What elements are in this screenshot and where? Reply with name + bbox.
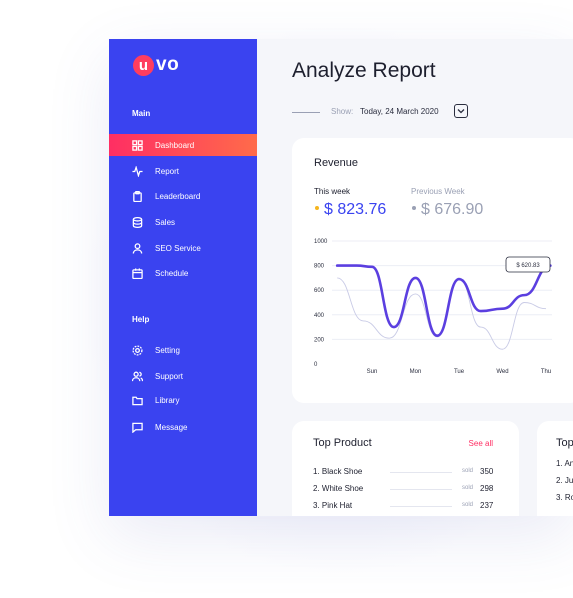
divider xyxy=(292,112,320,113)
sidebar-item-dashboard[interactable]: Dashboard xyxy=(109,134,257,156)
product-sold-count: 298 xyxy=(480,484,494,493)
sidebar-item-message[interactable]: Message xyxy=(109,416,257,438)
previous-week-label: Previous Week xyxy=(411,187,465,196)
this-week-dot xyxy=(315,206,319,210)
sidebar-item-setting[interactable]: Setting xyxy=(109,339,257,361)
this-week-label: This week xyxy=(314,187,351,196)
top-product-title: Top Product xyxy=(313,437,372,449)
section-main-label: Main xyxy=(132,109,151,118)
sidebar-item-label: Report xyxy=(155,166,180,176)
clipboard-icon xyxy=(131,190,143,202)
revenue-card: Revenue This week Previous Week $ 823.76… xyxy=(292,138,573,403)
logo-text: vo xyxy=(156,54,180,75)
y-tick-label: 600 xyxy=(314,288,325,294)
revenue-title: Revenue xyxy=(314,157,359,169)
previous-week-dot xyxy=(412,206,416,210)
chevron-down-icon xyxy=(457,109,465,114)
list-item[interactable]: 2. Jul xyxy=(556,476,573,485)
sidebar: u vo Main Dashboard Report Leaderboard xyxy=(109,39,257,516)
x-tick-label: Wed xyxy=(496,369,508,375)
product-row[interactable]: 1. Black Shoe sold 350 xyxy=(313,467,498,479)
section-help-label: Help xyxy=(132,315,150,324)
message-icon xyxy=(131,421,143,433)
revenue-chart: 1000 800 600 400 200 0 Sun Mon Tue Wed Thu $ 620.83 xyxy=(314,239,552,375)
user-icon xyxy=(131,242,143,254)
date-filter-value[interactable]: Today, 24 March 2020 xyxy=(360,107,439,116)
calendar-icon xyxy=(131,267,143,279)
sidebar-item-library[interactable]: Library xyxy=(109,389,257,411)
this-week-line xyxy=(335,264,552,338)
product-sold-count: 350 xyxy=(480,467,494,476)
sidebar-item-label: Message xyxy=(155,422,188,432)
product-row[interactable]: 3. Pink Hat sold 237 xyxy=(313,501,498,513)
gear-icon xyxy=(131,344,143,356)
product-bar xyxy=(390,506,452,507)
product-name: 3. Pink Hat xyxy=(313,501,353,510)
chart-tooltip: $ 620.83 xyxy=(505,256,551,273)
show-label: Show: xyxy=(331,107,354,116)
previous-week-line xyxy=(337,277,547,350)
sidebar-item-schedule[interactable]: Schedule xyxy=(109,262,257,284)
product-name: 1. Black Shoe xyxy=(313,467,363,476)
x-tick-label: Thu xyxy=(541,369,551,375)
x-tick-label: Tue xyxy=(454,369,465,375)
sidebar-item-label: Library xyxy=(155,395,180,405)
tooltip-value: $ 620.83 xyxy=(516,263,540,269)
sidebar-item-label: Leaderboard xyxy=(155,191,201,201)
sidebar-item-label: Schedule xyxy=(155,268,189,278)
see-all-link[interactable]: See all xyxy=(468,439,493,448)
sold-label: sold xyxy=(462,468,474,474)
sidebar-item-leaderboard[interactable]: Leaderboard xyxy=(109,185,257,207)
sidebar-item-label: Sales xyxy=(155,217,176,227)
sidebar-item-label: Dashboard xyxy=(155,140,195,150)
sidebar-item-support[interactable]: Support xyxy=(109,365,257,387)
this-week-value: $ 823.76 xyxy=(324,201,387,218)
top-list-title: Top xyxy=(556,437,573,449)
grid-icon xyxy=(131,139,143,151)
pulse-icon xyxy=(131,165,143,177)
x-tick-label: Sun xyxy=(367,369,378,375)
users-icon xyxy=(131,370,143,382)
list-item[interactable]: 3. Ro xyxy=(556,493,573,502)
folder-icon xyxy=(131,394,143,406)
top-list-card: Top 1. Anc 2. Jul 3. Ro xyxy=(537,421,573,516)
list-item[interactable]: 1. Anc xyxy=(556,459,573,468)
y-tick-label: 0 xyxy=(314,362,318,368)
previous-week-value: $ 676.90 xyxy=(421,201,484,218)
tooltip-box xyxy=(505,256,551,273)
sidebar-item-label: Support xyxy=(155,371,184,381)
product-bar xyxy=(390,472,452,473)
sidebar-item-sales[interactable]: Sales xyxy=(109,211,257,233)
sold-label: sold xyxy=(462,502,474,508)
sidebar-item-report[interactable]: Report xyxy=(109,160,257,182)
product-name: 2. White Shoe xyxy=(313,484,364,493)
product-row[interactable]: 2. White Shoe sold 298 xyxy=(313,484,498,496)
y-tick-label: 1000 xyxy=(314,239,328,245)
sidebar-item-seo-service[interactable]: SEO Service xyxy=(109,237,257,259)
date-dropdown-button[interactable] xyxy=(454,104,468,118)
y-tick-label: 400 xyxy=(314,313,325,319)
product-sold-count: 237 xyxy=(480,501,494,510)
y-tick-label: 200 xyxy=(314,337,325,343)
top-product-card: Top Product See all 1. Black Shoe sold 3… xyxy=(292,421,519,516)
sold-label: sold xyxy=(462,485,474,491)
sidebar-item-label: SEO Service xyxy=(155,243,201,253)
page-title: Analyze Report xyxy=(292,59,436,82)
logo[interactable]: u vo xyxy=(133,53,179,77)
sidebar-item-label: Setting xyxy=(155,345,180,355)
dashboard-window: u vo Main Dashboard Report Leaderboard xyxy=(109,39,573,516)
database-icon xyxy=(131,216,143,228)
y-tick-label: 800 xyxy=(314,264,325,270)
x-tick-label: Mon xyxy=(410,369,422,375)
logo-mark: u xyxy=(133,54,154,76)
product-bar xyxy=(390,489,452,490)
